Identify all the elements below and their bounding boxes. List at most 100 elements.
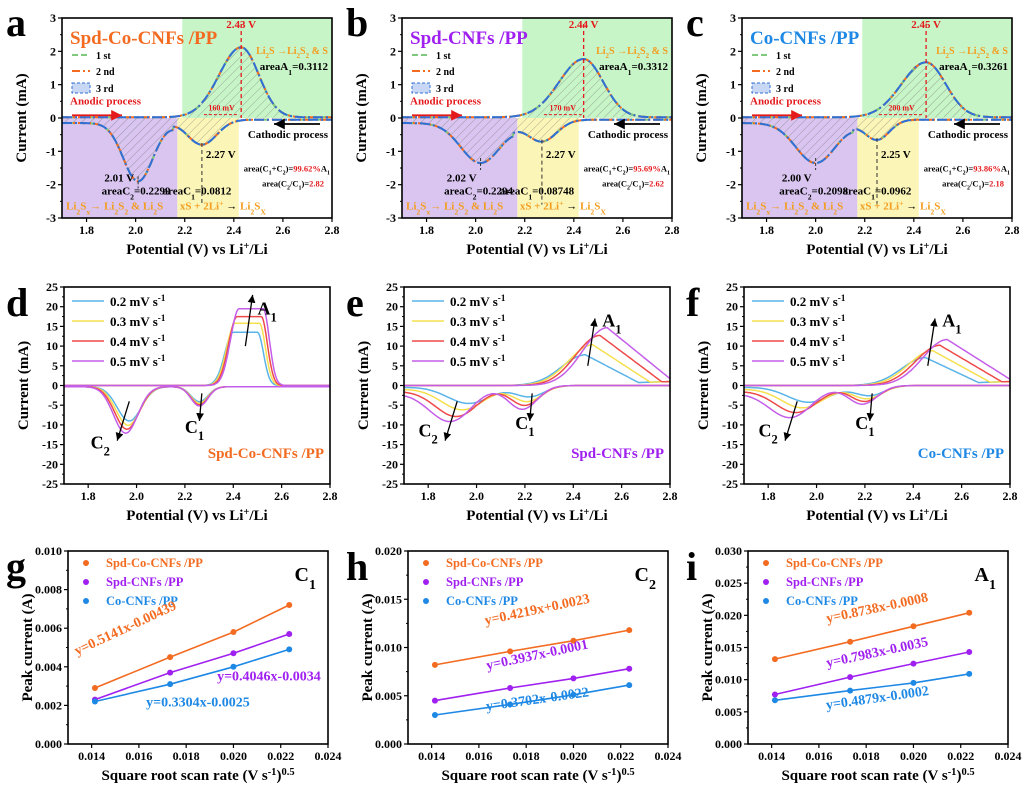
a1-arrow: [587, 318, 598, 366]
x-tick-label: 2.4: [566, 223, 581, 237]
data-point: [626, 627, 633, 634]
legend-label-3: 0.4 mV s-1: [790, 333, 846, 349]
y-tick-label: 2: [730, 44, 736, 58]
y-tick-label: -20: [722, 457, 738, 471]
area-ratio-sum-label: area(C1+C2)=95.69%A1: [584, 163, 670, 176]
x-tick-label: 2.6: [274, 489, 289, 503]
cv-anodic-051: [64, 307, 330, 387]
y-tick-label: 25: [46, 280, 58, 294]
legend-label-3: Co-CNFs /PP: [106, 594, 178, 608]
x-tick-label: 2.6: [275, 223, 290, 237]
data-point: [847, 674, 854, 681]
y-tick-label: 0.025: [715, 576, 742, 590]
data-point: [847, 638, 854, 645]
c2-peak-label: 2.01 V: [104, 172, 134, 184]
y-tick-label: -1: [726, 144, 736, 158]
fit-line-2: [434, 667, 630, 702]
data-point: [570, 637, 577, 644]
x-tick-label: 0.016: [465, 749, 492, 763]
x-tick-label: 0.016: [125, 749, 152, 763]
legend-marker-1: [423, 560, 429, 566]
y-tick-label: 0.005: [375, 689, 402, 703]
x-tick-label: 2.6: [615, 223, 630, 237]
x-axis-label: Square root scan rate (V s-1)0.5: [781, 767, 974, 785]
x-tick-label: 1.8: [761, 489, 776, 503]
a1-label: A1: [257, 299, 276, 325]
x-tick-label: 0.014: [78, 749, 105, 763]
x-tick-label: 2.4: [906, 489, 921, 503]
cv-anodic-051: [404, 326, 671, 387]
y-tick-label: 5: [392, 359, 398, 373]
data-point: [167, 654, 174, 661]
legend-label-1: 1 st: [436, 51, 451, 62]
c1-reaction-label: xS + 2Li+ → Li2SX: [180, 198, 267, 216]
anodic-process-label: Anodic process: [70, 96, 142, 108]
area-c2-label: areaC2=0.2098: [779, 186, 848, 202]
cv-cathodic-021: [744, 384, 1010, 403]
x-tick-label: 2.0: [808, 223, 823, 237]
x-tick-label: 0.014: [758, 749, 785, 763]
area-ratio-c2c1-label: area(C2/C1)=2.18: [942, 178, 1004, 191]
x-tick-label: 2.4: [566, 489, 581, 503]
data-point: [507, 648, 514, 655]
data-point: [230, 629, 237, 636]
x-tick-label: 0.020: [560, 749, 587, 763]
x-tick-label: 0.022: [267, 749, 294, 763]
cv-cathodic-cycle-3: [402, 118, 672, 165]
y-tick-label: 0.010: [715, 673, 742, 687]
cv-anodic-041: [744, 344, 1011, 387]
c1-peak-label: 2.27 V: [546, 149, 576, 161]
fit-equation-3: y=0.3304x-0.0025: [146, 695, 250, 710]
y-tick-label: 0: [732, 379, 738, 393]
y-tick-label: -25: [382, 477, 398, 491]
y-tick-label: 0: [52, 379, 58, 393]
cathodic-process-label: Cathodic process: [928, 129, 1009, 141]
y-axis-label: Current (mA): [14, 73, 30, 162]
fit-line-3: [434, 684, 630, 716]
shift-label: 200 mV: [888, 104, 915, 113]
y-tick-label: 2: [50, 44, 56, 58]
panel-e: e 1.8 2.0 2.2 2.4 2.6 2.8 -25 -20 -15 -10 -5 0 5 10 15 2…: [346, 280, 678, 524]
cv-anodic-031: [64, 322, 330, 387]
y-tick-label: 0.004: [35, 660, 62, 674]
legend-label-2: Spd-CNFs /PP: [106, 575, 184, 589]
cv-anodic-031: [404, 343, 671, 387]
legend-label-4: 0.5 mV s-1: [450, 353, 506, 369]
legend-label-3: 0.4 mV s-1: [110, 333, 166, 349]
x-tick-label: 0.018: [513, 749, 540, 763]
shift-label: 160 mV: [208, 104, 235, 113]
y-tick-label: 0.000: [35, 737, 62, 751]
x-tick-label: 0.024: [315, 749, 342, 763]
y-tick-label: 0.000: [715, 737, 742, 751]
x-tick-label: 2.6: [614, 489, 629, 503]
cv-anodic-051: [744, 338, 1011, 387]
c1-arrow: [526, 393, 535, 422]
x-tick-label: 1.8: [759, 223, 774, 237]
y-tick-label: 0: [390, 111, 396, 125]
fit-line-1: [434, 629, 630, 666]
panel-letter: a: [6, 0, 26, 45]
data-point: [910, 679, 917, 686]
legend-swatch-3: [751, 82, 771, 94]
data-point: [286, 646, 293, 653]
x-tick-label: 2.8: [1005, 223, 1020, 237]
fit-equation-2: y=0.4046x-0.0034: [217, 669, 321, 684]
a1-peak-label: 2.45 V: [911, 19, 941, 31]
x-tick-label: 1.8: [81, 489, 96, 503]
y-tick-label: -2: [46, 178, 56, 192]
legend-marker-3: [763, 598, 769, 604]
panel-title: Spd-CNFs /PP: [410, 28, 528, 49]
data-point: [230, 650, 237, 657]
legend: [751, 54, 771, 94]
peak-tag: C1: [295, 564, 316, 593]
area-a1-hatch: [402, 59, 672, 118]
y-tick-label: 25: [726, 280, 738, 294]
panel-a: a 160 mV 1.8 2.0 2.2 2.4 2.6 2.8 -3 -2 -1 0 1 2 3 Poten…: [6, 0, 340, 258]
y-tick-label: -15: [722, 438, 738, 452]
legend-label-1: 0.2 mV s-1: [790, 293, 846, 309]
legend-label-3: 0.4 mV s-1: [450, 333, 506, 349]
y-tick-label: 3: [390, 11, 396, 25]
x-tick-label: 2.6: [954, 489, 969, 503]
a1-reaction-label: Li2S →Li2S2 & S: [596, 46, 668, 60]
x-tick-label: 1.8: [79, 223, 94, 237]
